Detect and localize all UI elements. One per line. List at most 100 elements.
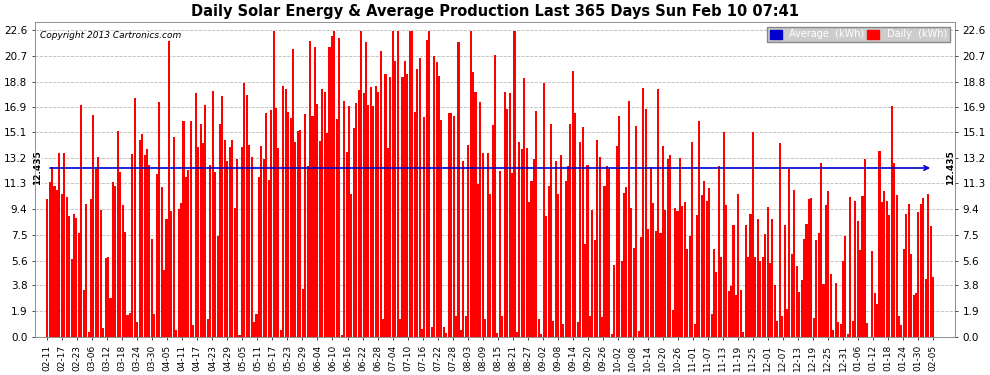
Bar [170,211,172,337]
Bar [611,334,613,337]
Bar [260,146,262,337]
Bar [893,162,895,337]
Bar [272,31,274,337]
Bar [786,309,788,337]
Bar [531,182,533,337]
Bar [409,31,411,337]
Bar [177,209,179,337]
Bar [591,210,593,337]
Bar [533,159,535,337]
Bar [312,116,314,337]
Bar [421,329,423,337]
Bar [703,181,705,337]
Bar [608,169,611,337]
Bar [769,262,771,337]
Bar [918,212,920,337]
Bar [212,90,214,337]
Bar [117,132,119,337]
Bar [446,333,447,337]
Bar [652,203,654,337]
Bar [472,72,474,337]
Bar [375,86,377,337]
Bar [97,157,99,337]
Bar [441,120,443,337]
Bar [65,197,67,337]
Bar [521,149,523,337]
Bar [713,249,715,337]
Bar [309,41,311,337]
Bar [314,46,316,337]
Bar [716,272,718,337]
Bar [783,225,786,337]
Bar [581,128,584,337]
Bar [643,88,644,337]
Bar [825,205,827,337]
Bar [698,121,701,337]
Bar [355,104,357,337]
Bar [92,115,94,337]
Bar [482,153,484,337]
Bar [543,83,545,337]
Bar [287,112,289,337]
Bar [324,93,326,337]
Bar [679,158,681,337]
Bar [51,167,53,337]
Bar [239,335,241,337]
Bar [711,314,713,337]
Bar [793,190,795,337]
Bar [73,214,75,337]
Bar [557,194,559,337]
Bar [621,261,623,337]
Bar [329,47,331,337]
Bar [730,286,732,337]
Bar [932,277,935,337]
Bar [896,195,898,337]
Bar [659,233,661,337]
Bar [526,148,528,337]
Bar [90,199,92,337]
Bar [562,324,564,337]
Bar [666,159,669,337]
Bar [304,114,306,337]
Bar [774,285,776,337]
Bar [915,292,917,337]
Bar [339,38,341,337]
Bar [649,167,651,337]
Bar [487,153,489,337]
Bar [738,194,740,337]
Bar [514,31,516,337]
Bar [756,219,759,337]
Bar [636,126,638,337]
Bar [708,188,710,337]
Bar [258,177,260,337]
Bar [234,207,236,337]
Bar [559,155,561,337]
Bar [404,62,406,337]
Bar [270,110,272,337]
Bar [190,121,192,337]
Bar [881,202,883,337]
Bar [577,322,579,337]
Bar [344,100,346,337]
Bar [175,330,177,337]
Bar [197,147,199,337]
Bar [616,146,618,337]
Bar [684,202,686,337]
Bar [411,31,413,337]
Bar [676,211,678,337]
Bar [148,165,150,337]
Bar [477,184,479,337]
Bar [204,105,207,337]
Bar [127,315,129,337]
Bar [564,181,566,337]
Bar [721,256,723,337]
Bar [735,296,737,337]
Bar [886,201,888,337]
Bar [844,236,846,337]
Bar [631,208,633,337]
Bar [474,92,476,337]
Bar [222,96,224,337]
Bar [334,31,336,337]
Bar [370,87,372,337]
Bar [509,93,511,337]
